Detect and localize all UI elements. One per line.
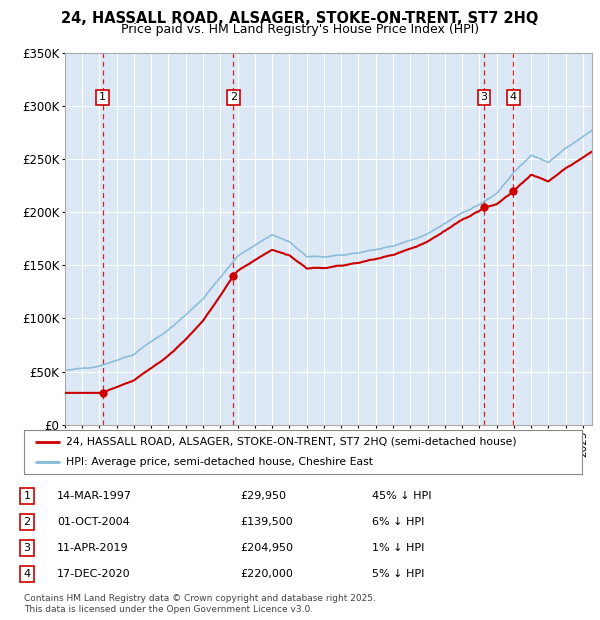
Text: 4: 4 — [23, 569, 31, 579]
Text: £29,950: £29,950 — [240, 491, 286, 501]
Text: 2: 2 — [23, 517, 31, 527]
Text: 2: 2 — [230, 92, 237, 102]
Text: 5% ↓ HPI: 5% ↓ HPI — [372, 569, 424, 579]
Text: 24, HASSALL ROAD, ALSAGER, STOKE-ON-TRENT, ST7 2HQ (semi-detached house): 24, HASSALL ROAD, ALSAGER, STOKE-ON-TREN… — [66, 436, 517, 447]
Text: 3: 3 — [481, 92, 487, 102]
Text: 1% ↓ HPI: 1% ↓ HPI — [372, 543, 424, 553]
Text: 1: 1 — [23, 491, 31, 501]
Text: HPI: Average price, semi-detached house, Cheshire East: HPI: Average price, semi-detached house,… — [66, 457, 373, 467]
Text: Price paid vs. HM Land Registry's House Price Index (HPI): Price paid vs. HM Land Registry's House … — [121, 23, 479, 36]
Text: Contains HM Land Registry data © Crown copyright and database right 2025.
This d: Contains HM Land Registry data © Crown c… — [24, 595, 376, 614]
Text: 24, HASSALL ROAD, ALSAGER, STOKE-ON-TRENT, ST7 2HQ: 24, HASSALL ROAD, ALSAGER, STOKE-ON-TREN… — [61, 11, 539, 26]
Text: 11-APR-2019: 11-APR-2019 — [57, 543, 128, 553]
Text: 45% ↓ HPI: 45% ↓ HPI — [372, 491, 431, 501]
Text: 14-MAR-1997: 14-MAR-1997 — [57, 491, 132, 501]
Text: £220,000: £220,000 — [240, 569, 293, 579]
Text: £204,950: £204,950 — [240, 543, 293, 553]
Text: 3: 3 — [23, 543, 31, 553]
Text: £139,500: £139,500 — [240, 517, 293, 527]
Text: 4: 4 — [509, 92, 517, 102]
Text: 17-DEC-2020: 17-DEC-2020 — [57, 569, 131, 579]
Text: 1: 1 — [99, 92, 106, 102]
Text: 6% ↓ HPI: 6% ↓ HPI — [372, 517, 424, 527]
Text: 01-OCT-2004: 01-OCT-2004 — [57, 517, 130, 527]
